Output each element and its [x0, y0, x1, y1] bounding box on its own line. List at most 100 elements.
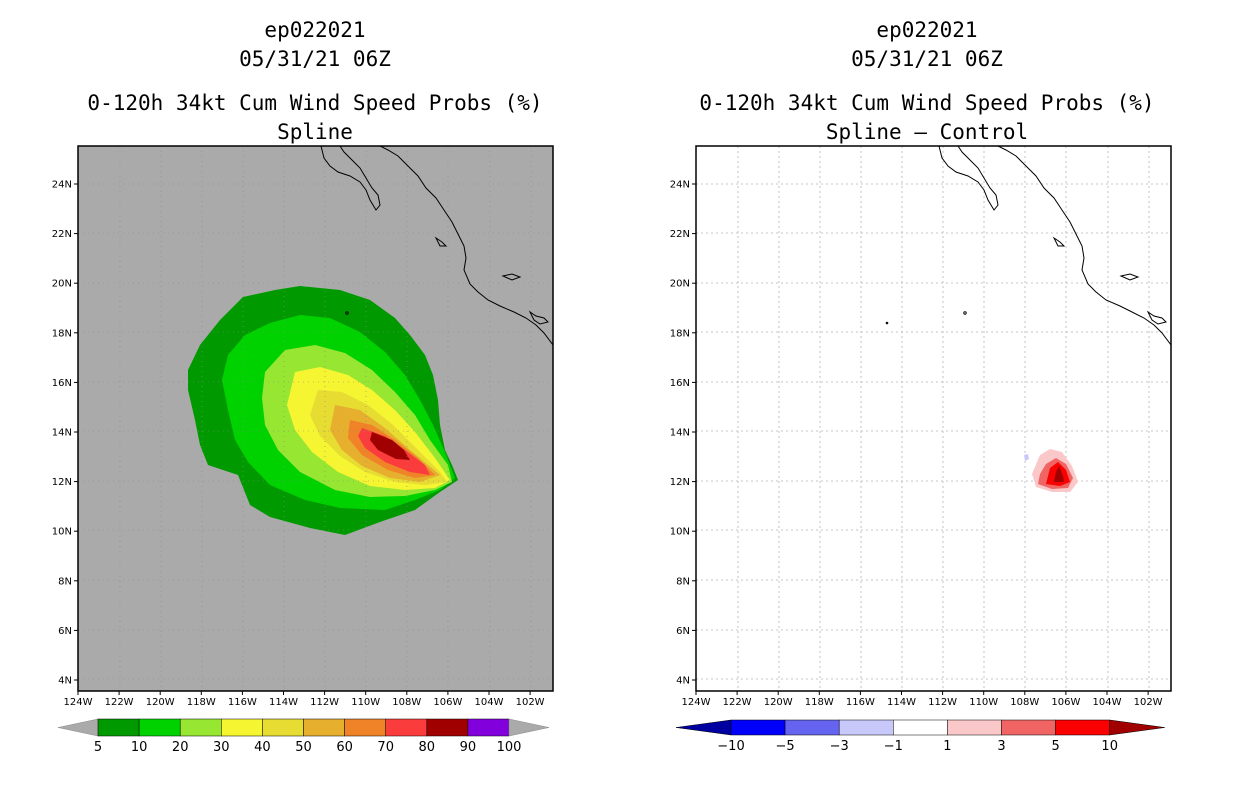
- left-lon-label: 122W: [105, 697, 134, 708]
- left-colorbar-low-cap: [57, 718, 99, 737]
- right-colorbar-label: −1: [884, 739, 903, 754]
- left-title-line-3: 0-120h 34kt Cum Wind Speed Probs (%): [87, 91, 543, 115]
- left-lat-label: 14N: [52, 428, 72, 439]
- left-map-frame: [77, 145, 554, 692]
- right-lat-label: 4N: [676, 676, 690, 687]
- left-axis: 24N 22N 20N 18N 16N 14N 12N 10N 8N 6N 4N 124W 122W 12…: [52, 180, 545, 709]
- right-title-line-3: 0-120h 34kt Cum Wind Speed Probs (%): [699, 91, 1155, 115]
- left-map-panel: 24N 22N 20N 18N 16N 14N 12N 10N 8N 6N 4N 124W 122W 12…: [52, 145, 554, 755]
- left-lon-label: 112W: [310, 697, 339, 708]
- right-map-frame: [695, 145, 1172, 692]
- right-lat-label: 12N: [670, 477, 690, 488]
- right-colorbar-label: −10: [717, 739, 744, 754]
- left-colorbar-label: 70: [377, 740, 394, 755]
- left-colorbar-label: 90: [460, 740, 477, 755]
- right-lat-label: 20N: [670, 279, 690, 290]
- left-lon-label: 102W: [516, 697, 545, 708]
- left-colorbar-label: 50: [295, 740, 312, 755]
- left-lon-label: 104W: [475, 697, 504, 708]
- right-map-panel: 24N 22N 20N 18N 16N 14N 12N 10N 8N 6N 4N 124W 122W 12…: [670, 145, 1172, 754]
- right-title-line-4: Spline – Control: [825, 120, 1029, 144]
- right-lat-label: 18N: [670, 328, 690, 339]
- right-title-line-2: 05/31/21 06Z: [851, 47, 1003, 71]
- right-lon-label: 114W: [887, 697, 916, 708]
- left-colorbar-box: [344, 718, 386, 737]
- left-title-line-4: Spline: [277, 120, 353, 144]
- right-axis: 24N 22N 20N 18N 16N 14N 12N 10N 8N 6N 4N 124W 122W 12…: [670, 180, 1163, 709]
- left-lat-label: 24N: [52, 180, 72, 191]
- right-lon-label: 120W: [764, 697, 793, 708]
- right-lat-label: 22N: [670, 229, 690, 240]
- left-colorbar-box: [262, 718, 304, 737]
- left-title-line-2: 05/31/21 06Z: [239, 47, 391, 71]
- right-lat-label: 10N: [670, 527, 690, 538]
- left-colorbar-box: [138, 718, 181, 737]
- right-colorbar: −10 −5 −3 −1 1 3 5 10: [675, 719, 1165, 754]
- left-lon-label: 118W: [187, 697, 216, 708]
- right-lon-label: 108W: [1010, 697, 1039, 708]
- right-colorbar-label: 5: [1051, 739, 1059, 754]
- left-coastline: [320, 146, 553, 346]
- right-lon-label: 110W: [969, 697, 998, 708]
- right-difference-contours: [1024, 449, 1078, 492]
- left-lon-label: 116W: [228, 697, 257, 708]
- right-colorbar-box: [893, 719, 948, 736]
- left-lat-label: 22N: [52, 229, 72, 240]
- left-colorbar-box: [221, 718, 263, 737]
- right-lat-label: 6N: [676, 626, 690, 637]
- right-lon-label: 112W: [928, 697, 957, 708]
- left-colorbar-label: 60: [336, 740, 353, 755]
- right-lon-label: 116W: [846, 697, 875, 708]
- right-colorbar-box: [838, 719, 894, 736]
- right-colorbar-low-cap: [675, 719, 732, 736]
- left-lat-label: 4N: [58, 676, 72, 687]
- right-lon-label: 102W: [1134, 697, 1163, 708]
- left-colorbar-box: [385, 718, 428, 737]
- diff-over-10: [1054, 466, 1064, 482]
- right-lon-label: 122W: [723, 697, 752, 708]
- left-lat-label: 20N: [52, 279, 72, 290]
- left-colorbar-box: [179, 718, 222, 737]
- right-lat-label: 24N: [670, 180, 690, 191]
- right-colorbar-box: [1055, 719, 1110, 736]
- diff-negative-small: [1024, 454, 1029, 461]
- left-lat-label: 6N: [58, 626, 72, 637]
- right-colorbar-label: 10: [1101, 739, 1118, 754]
- right-colorbar-box: [947, 719, 1002, 736]
- left-lon-label: 124W: [64, 697, 93, 708]
- right-colorbar-label: 1: [943, 739, 951, 754]
- right-lat-label: 16N: [670, 378, 690, 389]
- right-colorbar-high-cap: [1109, 719, 1165, 736]
- left-lon-label: 106W: [433, 697, 462, 708]
- right-lon-label: 118W: [805, 697, 834, 708]
- right-map-background: [696, 146, 1171, 691]
- contour-80: [370, 432, 410, 460]
- left-lon-label: 108W: [392, 697, 421, 708]
- left-lat-label: 8N: [58, 576, 72, 587]
- left-colorbar-box: [426, 718, 469, 737]
- right-colorbar-label: −3: [830, 739, 849, 754]
- right-colorbar-box: [730, 719, 786, 736]
- left-colorbar-label: 80: [419, 740, 436, 755]
- right-lat-label: 14N: [670, 428, 690, 439]
- left-gridlines: [78, 146, 553, 691]
- left-colorbar-label: 100: [497, 740, 522, 755]
- right-lon-label: 104W: [1093, 697, 1122, 708]
- left-lat-label: 10N: [52, 527, 72, 538]
- left-colorbar-box: [303, 718, 345, 737]
- right-coastline: [885, 146, 1171, 346]
- left-colorbar-label: 40: [254, 740, 271, 755]
- right-title-line-1: ep022021: [876, 18, 978, 42]
- left-lat-label: 12N: [52, 477, 72, 488]
- right-colorbar-label: −5: [776, 739, 795, 754]
- left-lat-label: 16N: [52, 378, 72, 389]
- right-lon-label: 106W: [1051, 697, 1080, 708]
- left-colorbar-label: 10: [131, 740, 148, 755]
- right-gridlines: [696, 146, 1171, 691]
- right-colorbar-label: 3: [997, 739, 1005, 754]
- left-probability-contours: [78, 146, 553, 691]
- left-lat-label: 18N: [52, 328, 72, 339]
- right-colorbar-box: [784, 719, 840, 736]
- left-colorbar-label: 20: [172, 740, 189, 755]
